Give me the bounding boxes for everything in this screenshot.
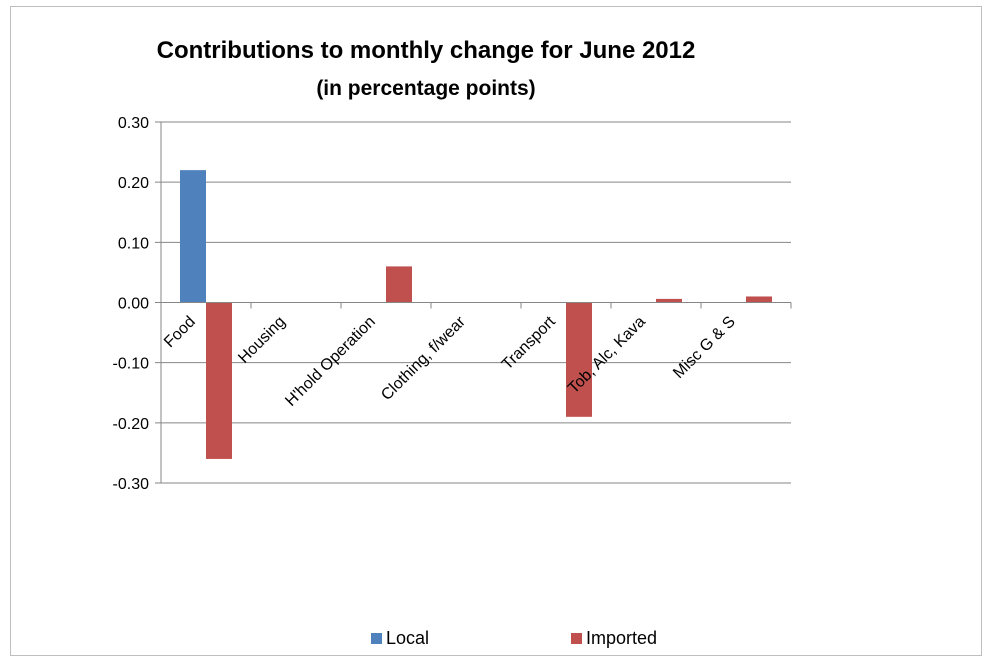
axes (160, 122, 792, 483)
bar-chart: Contributions to monthly change for June… (113, 37, 792, 648)
category-label: Transport (499, 313, 559, 373)
bar-imported-5 (656, 298, 682, 303)
y-tick-label: 0.00 (118, 296, 149, 313)
y-tick-label: -0.20 (113, 416, 150, 433)
bar-imported-6 (746, 296, 772, 303)
y-axis-ticks: 0.30 0.20 0.10 0.00 -0.10 -0.20 -0.30 (113, 115, 150, 493)
bar-imported-2 (386, 266, 412, 303)
chart-frame: Contributions to monthly change for June… (10, 6, 982, 656)
legend-swatch-imported (571, 633, 582, 644)
bar-imported-4 (566, 302, 592, 417)
chart-subtitle: (in percentage points) (316, 77, 535, 100)
y-tick-label: 0.20 (118, 175, 149, 192)
y-tick-label: -0.30 (113, 476, 150, 493)
legend-label-local: Local (386, 628, 429, 648)
legend-label-imported: Imported (586, 628, 657, 648)
category-label: Housing (235, 313, 289, 367)
bars (180, 170, 772, 459)
y-tick-label: -0.10 (113, 356, 150, 373)
bar-local-0 (180, 170, 206, 303)
bar-imported-0 (206, 302, 232, 459)
legend: Local Imported (371, 628, 657, 648)
legend-swatch-local (371, 633, 382, 644)
y-tick-label: 0.30 (118, 115, 149, 132)
chart-title: Contributions to monthly change for June… (157, 37, 696, 64)
category-label: Food (161, 313, 199, 351)
category-label: Clothing, f/wear (378, 313, 469, 404)
category-label: Misc G & S (670, 313, 739, 382)
y-tick-label: 0.10 (118, 235, 149, 252)
category-label: H'hold Operation (282, 313, 379, 410)
